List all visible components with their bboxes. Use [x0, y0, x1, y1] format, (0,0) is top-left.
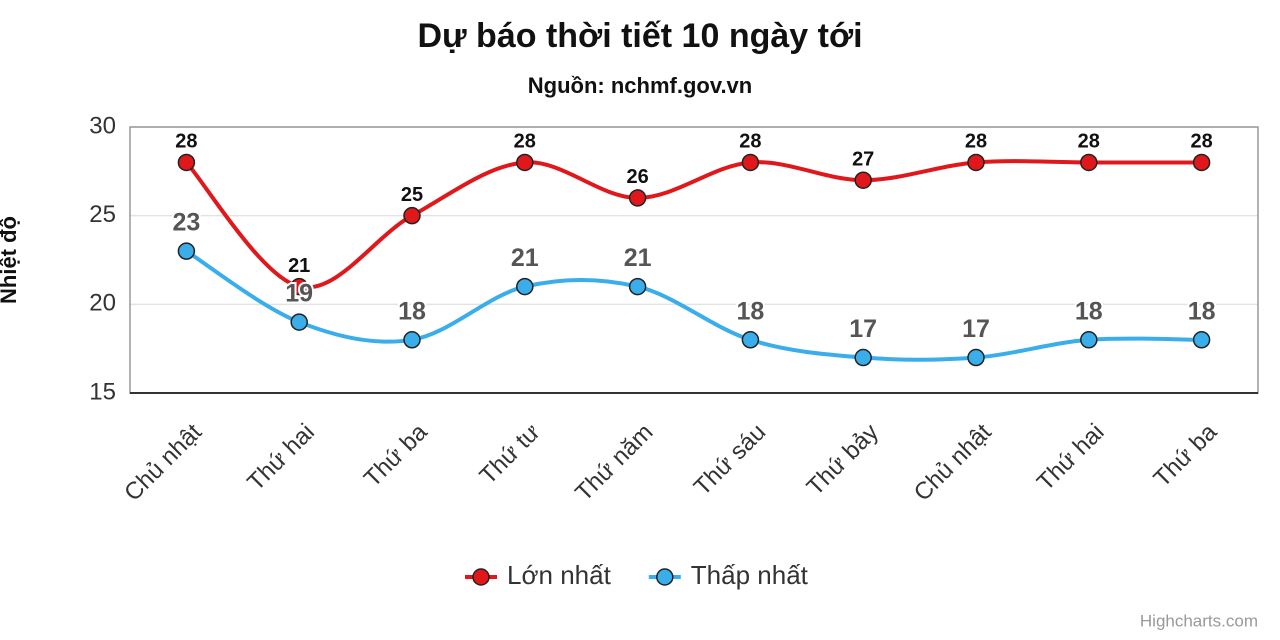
point-marker — [403, 206, 421, 225]
point-marker — [516, 153, 534, 172]
data-label: 28 — [965, 131, 987, 153]
y-tick-label: 30 — [89, 112, 116, 139]
data-label: 18 — [398, 297, 426, 325]
legend-symbol-marker — [472, 568, 490, 586]
data-label: 28 — [739, 131, 761, 153]
data-label: 21 — [511, 244, 539, 272]
point-marker — [403, 331, 421, 349]
point-marker — [741, 153, 760, 172]
y-tick-label: 20 — [89, 290, 116, 317]
point-marker — [967, 153, 985, 172]
legend-label: Thấp nhất — [691, 560, 809, 590]
point-marker — [967, 348, 985, 367]
credits: Highcharts.com — [1140, 611, 1258, 630]
y-tick-label: 25 — [89, 201, 116, 228]
point-marker — [854, 348, 872, 367]
point-marker — [1080, 153, 1098, 172]
data-label: 28 — [514, 131, 536, 153]
data-label: 21 — [288, 255, 310, 277]
point-marker — [516, 277, 534, 296]
point-marker — [290, 313, 308, 331]
data-label: 27 — [852, 148, 874, 170]
point-marker — [1192, 153, 1211, 172]
data-label: 19 — [285, 280, 313, 308]
data-label: 28 — [175, 131, 197, 153]
point-marker — [628, 277, 647, 296]
data-label: 21 — [624, 244, 652, 272]
legend-symbol-marker — [656, 568, 674, 586]
y-tick-label: 15 — [89, 378, 116, 405]
series-line — [185, 249, 1202, 362]
data-label: 26 — [626, 166, 648, 188]
data-label: 17 — [849, 315, 877, 343]
point-marker — [854, 171, 872, 189]
point-marker — [177, 242, 196, 260]
legend-label: Lớn nhất — [507, 560, 612, 590]
point-marker — [628, 189, 647, 207]
data-label: 18 — [1075, 297, 1103, 325]
data-label: 18 — [1188, 297, 1216, 325]
data-label: 17 — [962, 315, 990, 343]
chart-title: Dự báo thời tiết 10 ngày tới — [417, 17, 862, 55]
point-marker — [741, 331, 760, 349]
series-line — [184, 159, 1202, 290]
legend: Lớn nhất Thấp nhất — [465, 560, 809, 590]
point-marker — [290, 277, 308, 296]
y-axis-title: Nhiệt độ — [0, 216, 21, 304]
point-marker — [1192, 331, 1211, 349]
point-marker — [177, 153, 196, 172]
data-label: 28 — [1190, 131, 1212, 153]
point-marker — [1080, 331, 1098, 349]
chart-subtitle: Nguồn: nchmf.gov.vn — [528, 73, 752, 98]
data-label: 18 — [736, 297, 764, 325]
legend-item[interactable]: Lớn nhất — [465, 560, 612, 590]
data-label: 28 — [1078, 131, 1100, 153]
data-label: 25 — [401, 184, 423, 206]
legend-item[interactable]: Thấp nhất — [648, 560, 809, 590]
data-label: 23 — [172, 209, 200, 237]
